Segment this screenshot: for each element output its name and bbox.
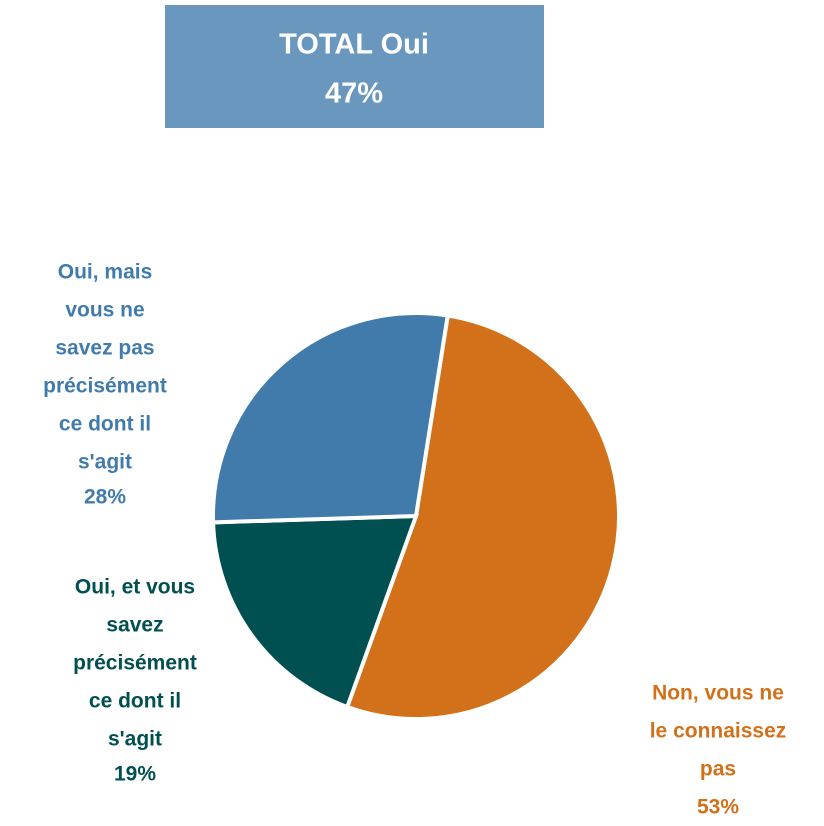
slice-label: pas — [700, 758, 736, 781]
total-title: TOTAL Oui — [279, 29, 429, 61]
slice-label: précisément — [73, 652, 197, 675]
slice-label: vous ne — [65, 299, 144, 322]
slice-value-label: 19% — [114, 763, 156, 786]
pie-slice — [344, 313, 621, 721]
slice-label: Oui, mais — [58, 261, 153, 284]
pie-slice — [211, 513, 419, 710]
slice-value-label: 28% — [84, 486, 126, 509]
total-box — [165, 5, 544, 128]
slice-label: Non, vous ne — [652, 682, 784, 705]
slice-label: Oui, et vous — [75, 576, 195, 599]
slice-label: savez — [106, 614, 163, 637]
slice-label: précisément — [43, 375, 167, 398]
slice-label: s'agit — [108, 728, 162, 751]
slice-label: ce dont il — [59, 413, 151, 436]
total-value: 47% — [325, 78, 383, 110]
slice-label: le connaissez — [650, 720, 787, 743]
slice-value-label: 53% — [697, 796, 739, 819]
slice-label: s'agit — [78, 451, 132, 474]
slice-label: savez pas — [55, 337, 154, 360]
pie-slice — [211, 311, 451, 525]
slice-label: ce dont il — [89, 690, 181, 713]
